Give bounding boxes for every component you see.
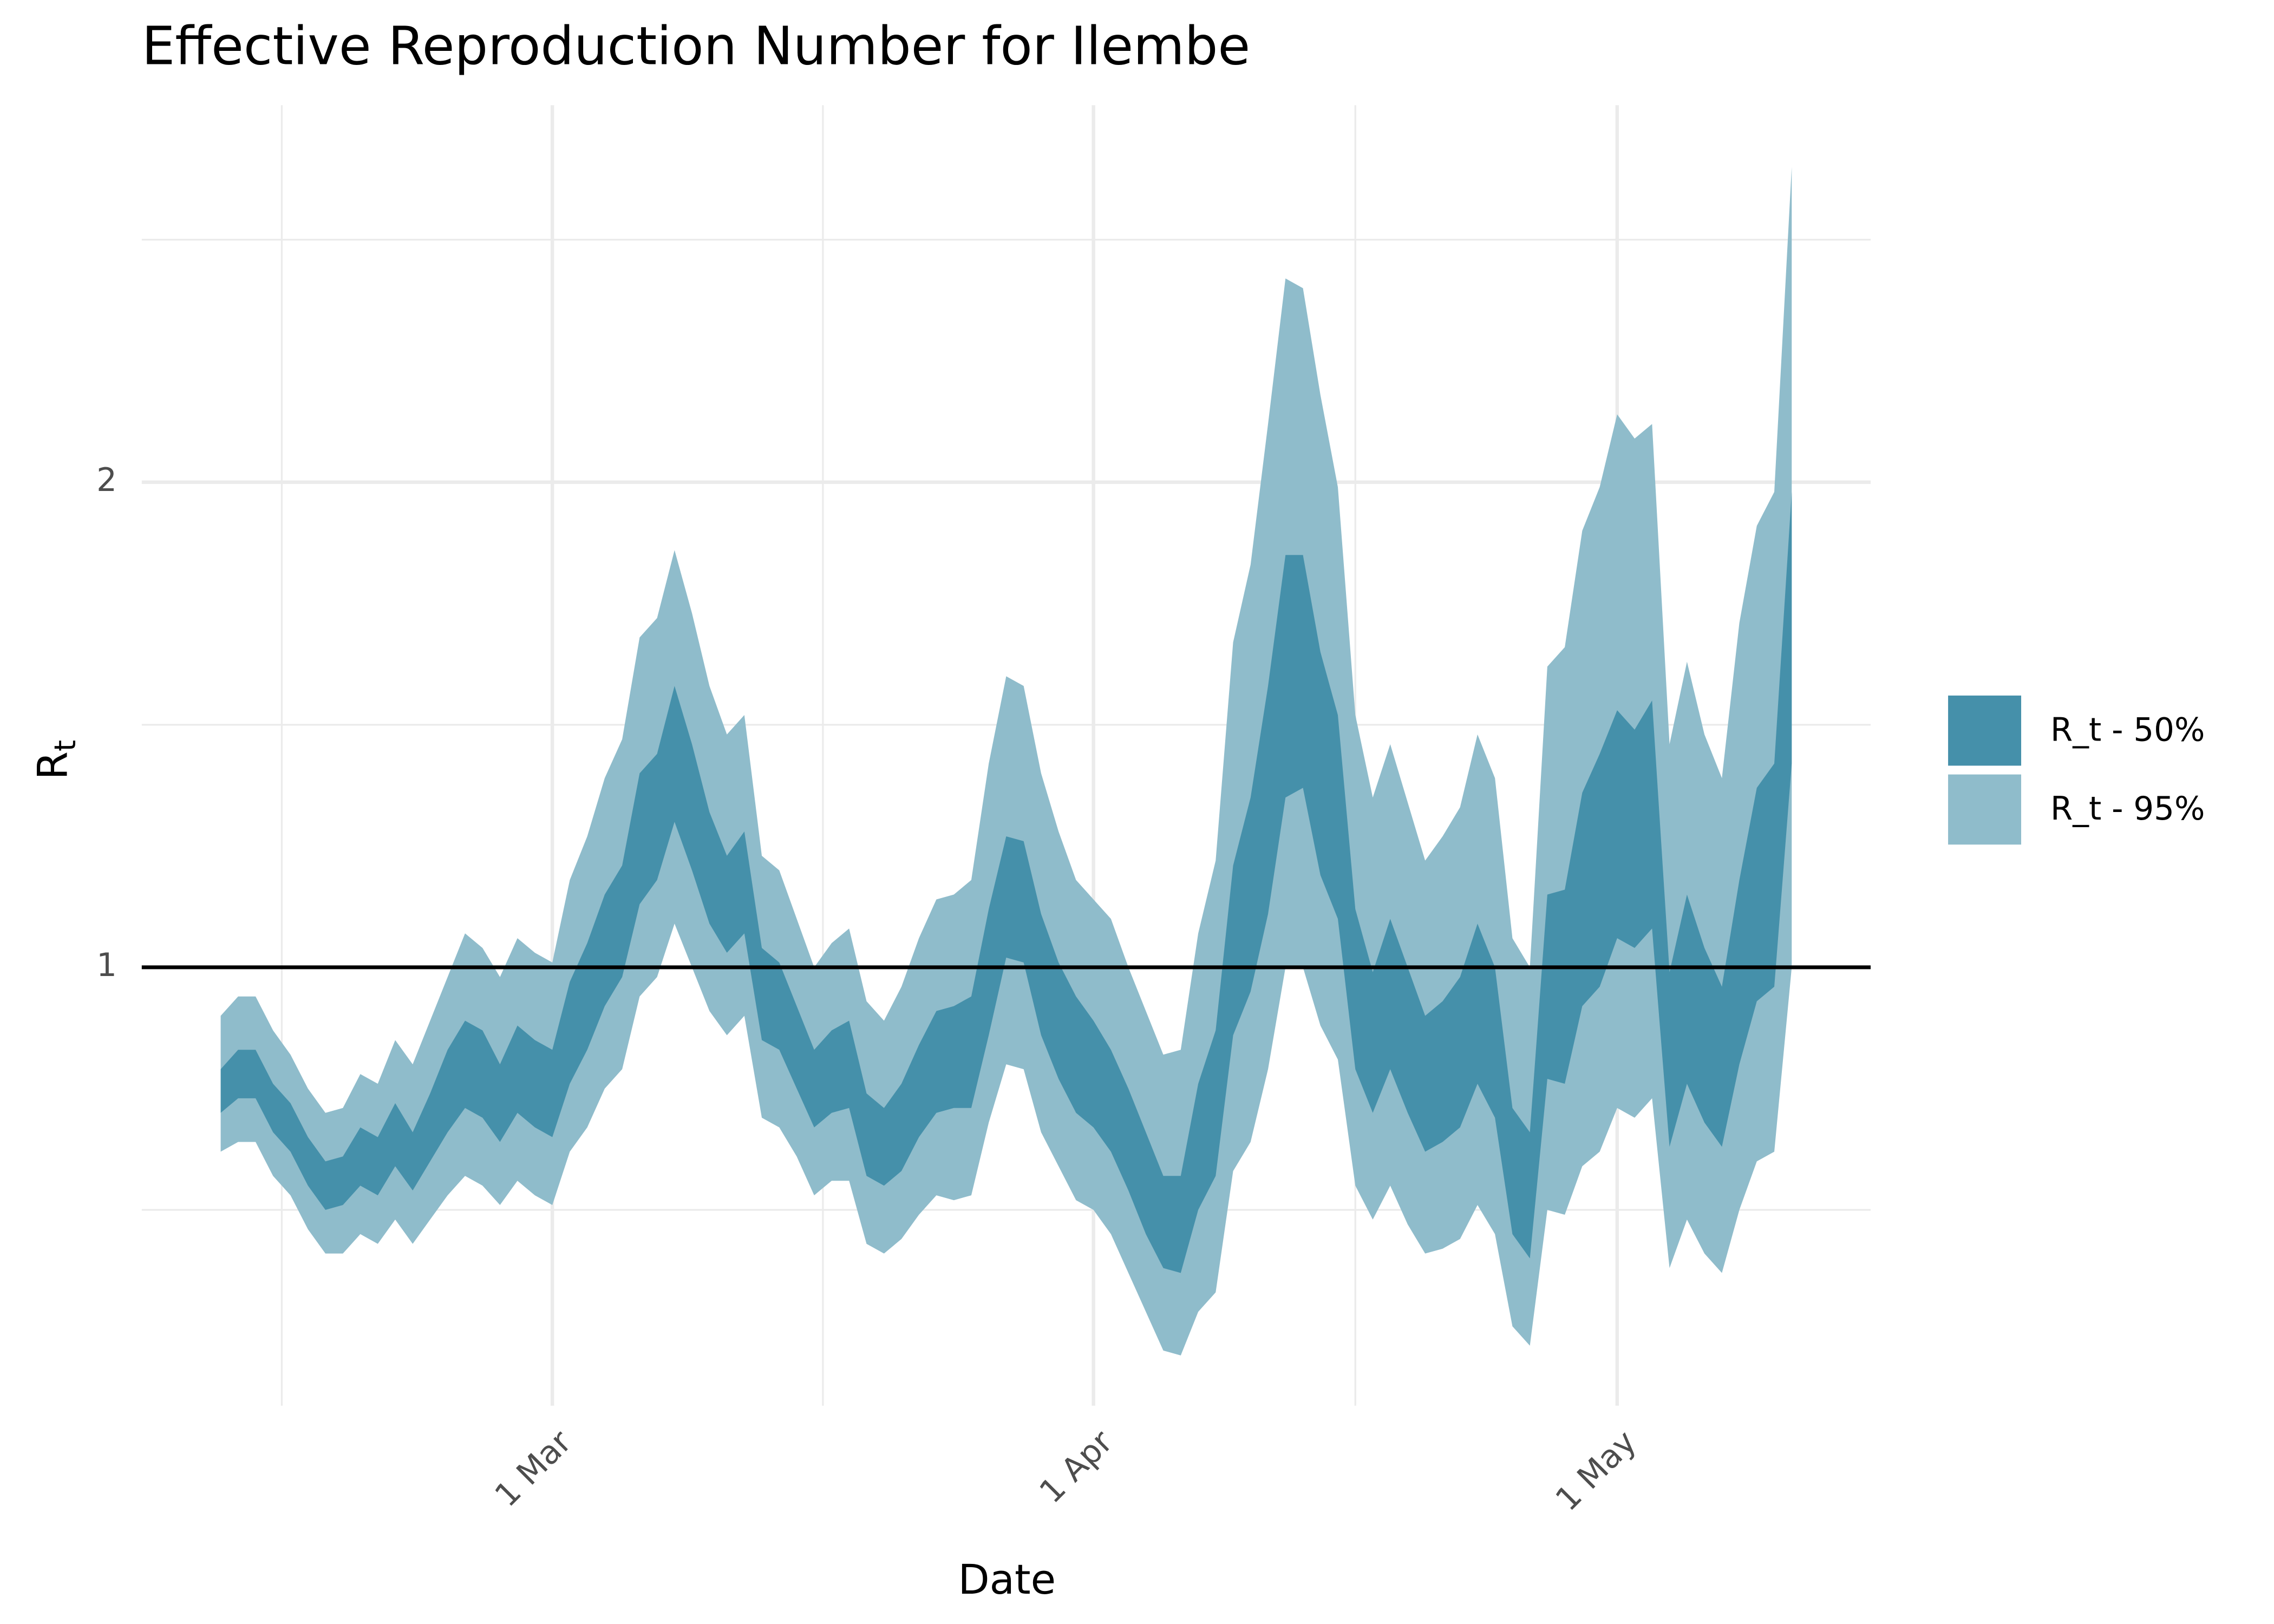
x-tick-label: 1 May — [1548, 1423, 1644, 1518]
ribbon — [220, 167, 1792, 1355]
y-axis-title-sub: t — [48, 740, 82, 751]
legend-label: R_t - 95% — [2050, 790, 2205, 828]
y-tick-label: 2 — [96, 462, 117, 499]
legend-label: R_t - 50% — [2050, 711, 2205, 749]
x-tick-label: 1 Apr — [1033, 1423, 1120, 1511]
y-axis-title-main: R — [29, 751, 76, 780]
y-tick-label: 1 — [96, 947, 117, 984]
x-tick-label: 1 Mar — [488, 1423, 579, 1514]
y-axis-title: Rt — [29, 740, 82, 780]
x-axis-title: Date — [958, 1556, 1056, 1603]
legend-key — [1948, 774, 2022, 845]
legend-key — [1948, 695, 2022, 766]
chart-title: Effective Reproduction Number for Ilembe — [142, 16, 1250, 77]
ribbon — [220, 492, 1792, 1273]
